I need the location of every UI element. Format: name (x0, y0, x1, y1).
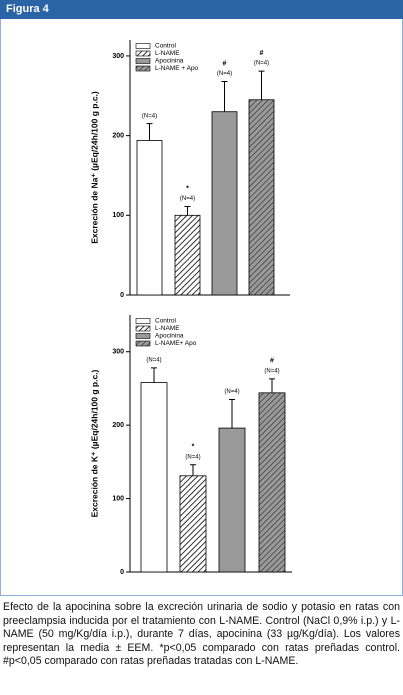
n-label: (N=4) (185, 454, 200, 460)
legend-label: Apocinina (155, 333, 184, 340)
y-tick-label: 200 (112, 132, 124, 139)
bar (140, 382, 168, 573)
significance: # (270, 358, 274, 365)
error-bar (221, 80, 228, 112)
bar (218, 427, 246, 573)
significance: * (192, 444, 195, 451)
legend-label: L-NAME + Apo (155, 65, 199, 72)
legend-swatch (135, 318, 151, 324)
charts: 0 100 200 300 Excreción de Na⁺ (µEq/24h/100 … (89, 40, 292, 576)
legend-label: Control (155, 318, 177, 325)
bar (248, 99, 275, 296)
n-label: (N=4) (146, 357, 161, 363)
bar (179, 475, 207, 573)
figure-label: Figura 4 (0, 0, 403, 19)
error-bar (269, 378, 275, 393)
legend-swatch (135, 58, 151, 64)
legend-swatch (135, 50, 151, 57)
n-label: (N=4) (254, 61, 269, 67)
caption: Efecto de la apocinina sobre la excreció… (3, 601, 400, 667)
error-bar (190, 464, 196, 476)
significance: * (186, 185, 189, 192)
legend-swatch (135, 325, 151, 332)
n-label: (N=4) (142, 113, 157, 119)
legend-swatch (135, 65, 151, 72)
legend-swatch (135, 340, 151, 347)
legend-swatch (135, 43, 151, 49)
legend-label: Apocinina (155, 58, 184, 65)
significance: # (223, 60, 227, 67)
y-tick-label: 100 (112, 495, 124, 502)
error-bar (151, 367, 157, 383)
y-axis-label: Excreción de Na⁺ (µEq/24h/100 g p.c.) (89, 91, 99, 244)
significance: # (260, 50, 264, 57)
y-axis-label: Excreción de K⁺ (µEq/24h/100 g p.c.) (89, 369, 99, 517)
y-tick-label: 300 (112, 349, 124, 356)
n-label: (N=4) (217, 71, 232, 77)
legend-label: L-NAME (155, 50, 180, 57)
y-tick-label: 0 (120, 569, 124, 576)
y-tick-label: 200 (112, 422, 124, 429)
bar (258, 392, 286, 573)
bar (136, 140, 163, 296)
bar (211, 111, 238, 296)
n-label: (N=4) (264, 368, 279, 374)
y-tick-label: 100 (112, 212, 124, 219)
error-bar (184, 206, 191, 216)
bar (174, 214, 201, 296)
legend-swatch (135, 333, 151, 339)
error-bar (229, 398, 235, 429)
y-tick-label: 0 (120, 292, 124, 299)
n-label: (N=4) (224, 389, 239, 395)
n-label: (N=4) (180, 196, 195, 202)
y-tick-label: 300 (112, 53, 124, 60)
legend-label: L-NAME+ Apo (155, 340, 197, 347)
error-bar (258, 70, 265, 100)
error-bar (146, 123, 153, 141)
legend-label: L-NAME (155, 325, 180, 332)
legend-label: Control (155, 43, 177, 50)
